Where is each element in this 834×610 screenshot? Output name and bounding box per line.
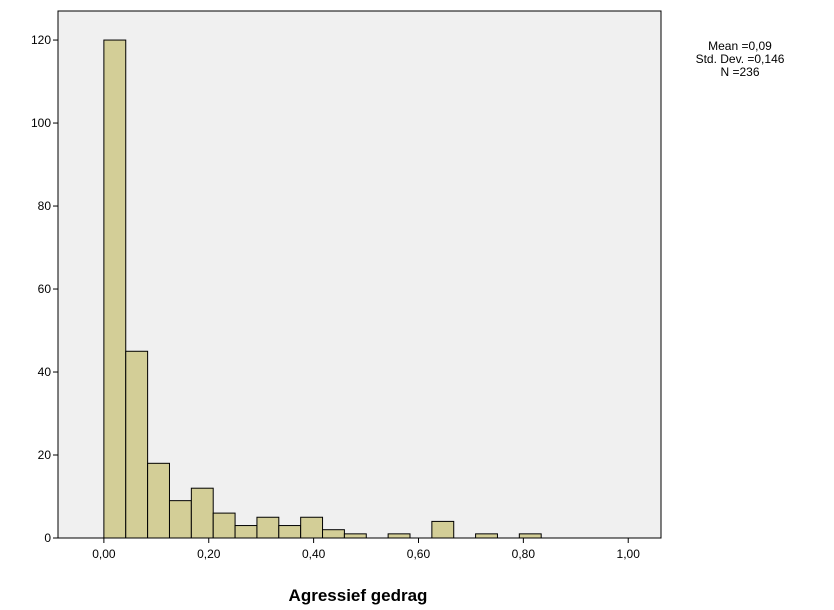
histogram-bar <box>322 529 345 539</box>
y-tick-label: 60 <box>38 282 52 296</box>
histogram-bar <box>212 512 236 539</box>
x-tick-label: 1,00 <box>617 547 641 561</box>
histogram-bar <box>103 39 127 539</box>
stats-mean: Mean =0,09 <box>708 39 772 53</box>
histogram-bar <box>234 525 258 539</box>
plot-area <box>57 10 662 539</box>
histogram-bar <box>431 520 455 539</box>
x-axis-title: Agressief gedrag <box>289 586 428 605</box>
histogram-bar <box>125 350 149 539</box>
x-tick-label: 0,00 <box>92 547 116 561</box>
y-tick-label: 0 <box>44 531 51 545</box>
x-tick-label: 0,20 <box>197 547 221 561</box>
x-tick-label: 0,40 <box>302 547 326 561</box>
histogram-bar <box>190 487 214 539</box>
stats-std-dev: Std. Dev. =0,146 <box>695 52 785 66</box>
statistics-box: Mean =0,09 Std. Dev. =0,146 N =236 <box>692 40 788 79</box>
y-tick-label: 120 <box>31 33 51 47</box>
histogram-bar <box>278 525 302 539</box>
y-tick-label: 100 <box>31 116 51 130</box>
histogram-bar <box>256 516 280 539</box>
y-tick-label: 40 <box>38 365 52 379</box>
x-tick-label: 0,80 <box>512 547 536 561</box>
histogram-bar <box>475 533 498 539</box>
histogram-bar <box>147 462 170 539</box>
y-axis: 0 20 40 60 80 100 120 <box>31 33 58 545</box>
histogram-bar <box>343 533 367 539</box>
stats-n: N =236 <box>720 65 760 79</box>
x-tick-label: 0,60 <box>407 547 431 561</box>
bars-group <box>103 39 542 539</box>
histogram-bar <box>168 500 192 539</box>
histogram-bar <box>518 533 542 539</box>
y-tick-label: 80 <box>38 199 52 213</box>
histogram-bar <box>300 516 324 539</box>
y-tick-label: 20 <box>38 448 52 462</box>
x-axis: 0,00 0,20 0,40 0,60 0,80 1,00 <box>92 538 640 561</box>
histogram-bar <box>387 533 411 539</box>
